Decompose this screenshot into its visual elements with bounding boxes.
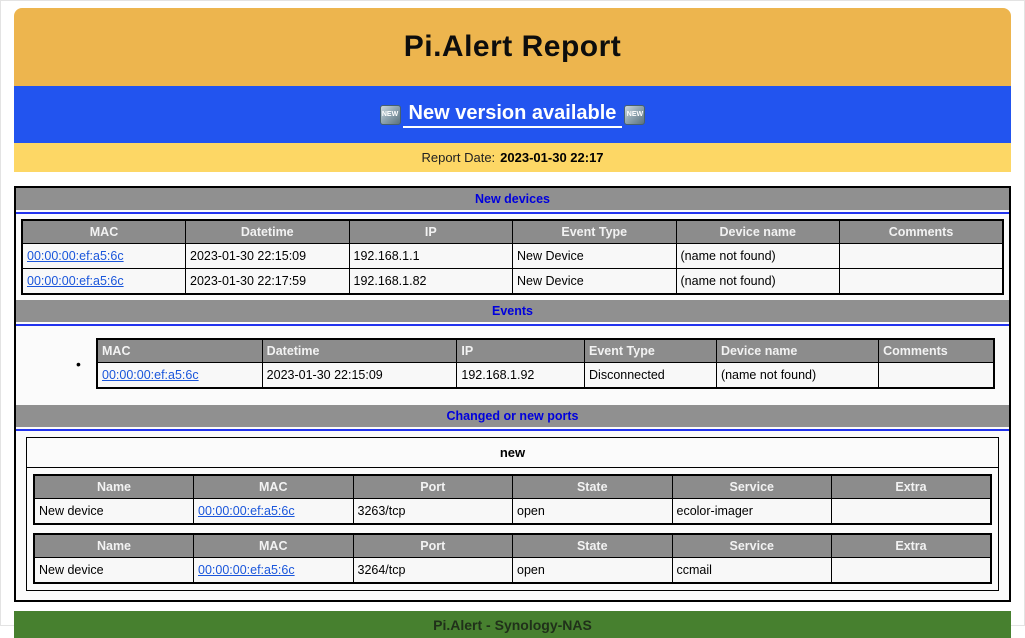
state-cell: open xyxy=(512,557,673,584)
events-list-item: • MAC Datetime IP Event Type Device name… xyxy=(76,338,995,389)
bullet-marker: • xyxy=(76,355,81,372)
mac-cell: 00:00:00:ef:a5:6c xyxy=(96,362,263,389)
mac-link[interactable]: 00:00:00:ef:a5:6c xyxy=(27,249,124,263)
table-row: 00:00:00:ef:a5:6c 2023-01-30 22:15:09 19… xyxy=(96,362,995,389)
report-content-box: New devices MAC Datetime IP Event Type D… xyxy=(14,186,1011,602)
table-header-row: Name MAC Port State Service Extra xyxy=(33,533,992,558)
col-header-port: Port xyxy=(352,533,513,558)
table-row: 00:00:00:ef:a5:6c 2023-01-30 22:17:59 19… xyxy=(21,268,1004,295)
table-header-row: Name MAC Port State Service Extra xyxy=(33,474,992,499)
footer-label: Pi.Alert - Synology-NAS xyxy=(433,616,592,633)
comments-cell xyxy=(878,362,995,389)
ports-table: Name MAC Port State Service Extra New de… xyxy=(33,474,992,525)
datetime-cell: 2023-01-30 22:15:09 xyxy=(261,362,458,389)
table-header-row: MAC Datetime IP Event Type Device name C… xyxy=(21,219,1004,244)
extra-cell xyxy=(831,557,992,584)
event-type-cell: New Device xyxy=(512,243,677,269)
report-header: Pi.Alert Report xyxy=(14,8,1011,86)
section-bar-events: Events xyxy=(16,300,1009,322)
col-header-comments: Comments xyxy=(839,219,1004,244)
name-cell: New device xyxy=(33,557,194,584)
comments-cell xyxy=(839,268,1004,295)
col-header-service: Service xyxy=(671,533,832,558)
col-header-extra: Extra xyxy=(831,533,992,558)
report-footer: Pi.Alert - Synology-NAS xyxy=(14,611,1011,638)
col-header-device-name: Device name xyxy=(715,338,880,363)
report-date-bar: Report Date: 2023-01-30 22:17 xyxy=(14,143,1011,172)
table-row: New device 00:00:00:ef:a5:6c 3263/tcp op… xyxy=(33,498,992,525)
page-title: Pi.Alert Report xyxy=(403,30,622,63)
ip-cell: 192.168.1.82 xyxy=(348,268,513,295)
comments-cell xyxy=(839,243,1004,269)
section-title-new-devices: New devices xyxy=(474,192,551,206)
device-name-cell: (name not found) xyxy=(675,268,840,295)
device-name-cell: (name not found) xyxy=(715,362,880,389)
name-cell: New device xyxy=(33,498,194,525)
section-title-ports: Changed or new ports xyxy=(446,409,579,423)
mac-link[interactable]: 00:00:00:ef:a5:6c xyxy=(102,368,199,382)
datetime-cell: 2023-01-30 22:15:09 xyxy=(185,243,350,269)
mac-cell: 00:00:00:ef:a5:6c xyxy=(21,243,186,269)
col-header-comments: Comments xyxy=(878,338,995,363)
report-date-label: Report Date: xyxy=(421,150,496,165)
section-divider xyxy=(16,429,1009,431)
mac-link[interactable]: 00:00:00:ef:a5:6c xyxy=(198,504,295,518)
col-header-service: Service xyxy=(671,474,832,499)
device-name-cell: (name not found) xyxy=(675,243,840,269)
col-header-event-type: Event Type xyxy=(584,338,717,363)
col-header-ip: IP xyxy=(456,338,586,363)
section-divider xyxy=(16,324,1009,326)
col-header-mac: MAC xyxy=(21,219,186,244)
col-header-device-name: Device name xyxy=(675,219,840,244)
mac-cell: 00:00:00:ef:a5:6c xyxy=(193,498,354,525)
new-version-banner: NEW New version available NEW xyxy=(14,86,1011,143)
col-header-name: Name xyxy=(33,474,194,499)
col-header-name: Name xyxy=(33,533,194,558)
new-badge-icon: NEW xyxy=(624,104,646,125)
section-title-events: Events xyxy=(492,304,533,318)
port-cell: 3264/tcp xyxy=(352,557,513,584)
section-bar-new-devices: New devices xyxy=(16,188,1009,210)
mac-link[interactable]: 00:00:00:ef:a5:6c xyxy=(27,274,124,288)
new-devices-table: MAC Datetime IP Event Type Device name C… xyxy=(21,219,1004,295)
event-type-cell: New Device xyxy=(512,268,677,295)
ports-group-box: new Name MAC Port State Service Extra Ne… xyxy=(26,437,999,591)
col-header-ip: IP xyxy=(348,219,513,244)
col-header-datetime: Datetime xyxy=(185,219,350,244)
event-type-cell: Disconnected xyxy=(584,362,717,389)
table-header-row: MAC Datetime IP Event Type Device name C… xyxy=(96,338,995,363)
service-cell: ccmail xyxy=(671,557,832,584)
col-header-datetime: Datetime xyxy=(261,338,458,363)
col-header-port: Port xyxy=(352,474,513,499)
datetime-cell: 2023-01-30 22:17:59 xyxy=(185,268,350,295)
new-version-link[interactable]: New version available xyxy=(402,102,623,128)
new-badge-icon: NEW xyxy=(379,104,401,125)
col-header-mac: MAC xyxy=(96,338,263,363)
ports-table: Name MAC Port State Service Extra New de… xyxy=(33,533,992,584)
col-header-state: State xyxy=(512,474,673,499)
table-row: 00:00:00:ef:a5:6c 2023-01-30 22:15:09 19… xyxy=(21,243,1004,269)
state-cell: open xyxy=(512,498,673,525)
mac-link[interactable]: 00:00:00:ef:a5:6c xyxy=(198,563,295,577)
col-header-extra: Extra xyxy=(831,474,992,499)
ip-cell: 192.168.1.92 xyxy=(456,362,586,389)
section-divider xyxy=(16,212,1009,214)
col-header-mac: MAC xyxy=(193,533,354,558)
col-header-event-type: Event Type xyxy=(512,219,677,244)
col-header-mac: MAC xyxy=(193,474,354,499)
events-table: MAC Datetime IP Event Type Device name C… xyxy=(96,338,995,389)
section-bar-ports: Changed or new ports xyxy=(16,405,1009,427)
mac-cell: 00:00:00:ef:a5:6c xyxy=(193,557,354,584)
extra-cell xyxy=(831,498,992,525)
table-row: New device 00:00:00:ef:a5:6c 3264/tcp op… xyxy=(33,557,992,584)
report-date-value: 2023-01-30 22:17 xyxy=(500,150,604,165)
col-header-state: State xyxy=(512,533,673,558)
service-cell: ecolor-imager xyxy=(671,498,832,525)
port-cell: 3263/tcp xyxy=(352,498,513,525)
ports-group-title: new xyxy=(27,438,998,468)
mac-cell: 00:00:00:ef:a5:6c xyxy=(21,268,186,295)
ip-cell: 192.168.1.1 xyxy=(348,243,513,269)
